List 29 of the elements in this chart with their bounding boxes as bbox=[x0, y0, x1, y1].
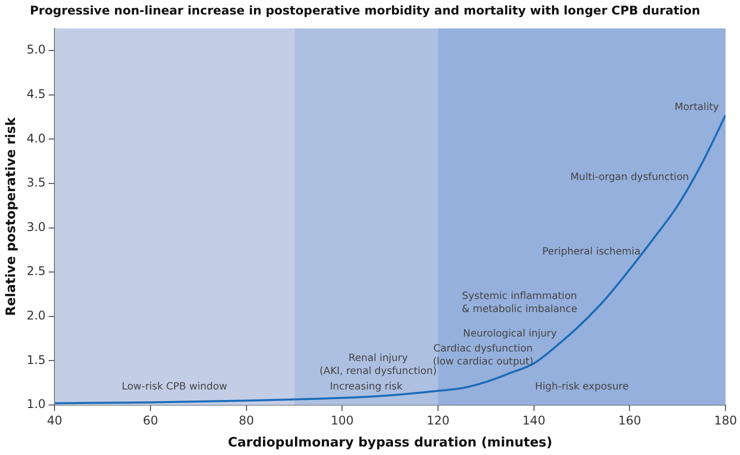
y-tick-label: 3.5 bbox=[26, 176, 46, 190]
y-axis-title: Relative postoperative risk bbox=[4, 117, 20, 316]
y-tick-label: 3.0 bbox=[26, 220, 46, 234]
y-tick-label: 4.5 bbox=[26, 86, 46, 101]
band-label: Increasing risk bbox=[330, 382, 403, 393]
x-tick-label: 80 bbox=[238, 413, 254, 428]
y-tick-label: 2.5 bbox=[26, 264, 46, 278]
x-tick-label: 160 bbox=[618, 413, 642, 428]
chart-title: Progressive non-linear increase in postoperative morbidity and mortality with longer CPB duration bbox=[30, 3, 700, 18]
x-tick-label: 100 bbox=[330, 413, 354, 428]
annotation: Multi-organ dysfunction bbox=[570, 172, 690, 183]
annotation: Systemic inflammation & metabolic imbalance bbox=[462, 291, 578, 316]
annotation: Cardiac dysfunction (low cardiac output) bbox=[432, 343, 534, 368]
annotation: Mortality bbox=[674, 102, 720, 113]
x-tick-label: 120 bbox=[426, 413, 450, 428]
y-tick-label: 4.0 bbox=[26, 131, 46, 146]
band-label: High-risk exposure bbox=[534, 382, 629, 393]
x-tick-label: 60 bbox=[142, 413, 158, 428]
y-tick-label: 5.0 bbox=[26, 42, 46, 57]
annotation: Peripheral ischemia bbox=[542, 246, 641, 258]
y-tick-label: 1.5 bbox=[26, 352, 46, 367]
x-tick-label: 180 bbox=[714, 413, 737, 428]
y-tick-label: 1.0 bbox=[26, 397, 46, 412]
x-tick-label: 140 bbox=[522, 413, 546, 428]
y-tick-label: 2.0 bbox=[26, 308, 46, 323]
x-tick-label: 40 bbox=[47, 413, 62, 428]
annotation: Neurological injury bbox=[462, 328, 557, 340]
band-label: Low-risk CPB window bbox=[122, 382, 228, 393]
x-axis-title: Cardiopulmonary bypass duration (minutes) bbox=[228, 436, 552, 451]
